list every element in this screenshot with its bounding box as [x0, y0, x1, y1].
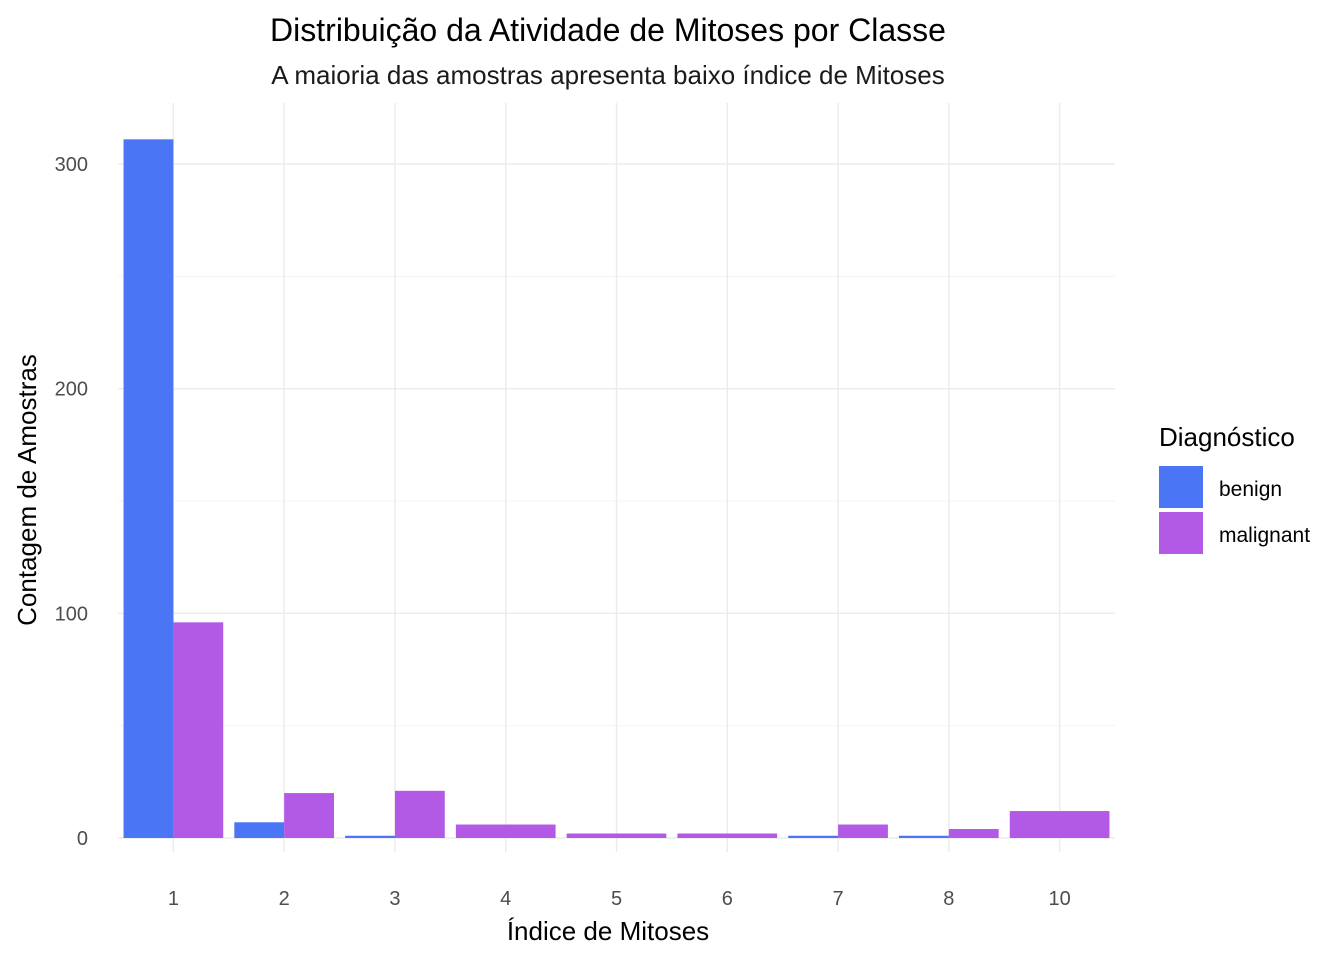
bar-5 [566, 833, 667, 838]
bar-benign-2 [234, 822, 285, 838]
bar-benign-7 [788, 835, 839, 838]
bar-malignant-2 [284, 793, 335, 838]
legend-title: Diagnóstico [1159, 422, 1295, 452]
x-axis-ticks: 1 2 3 4 5 6 7 8 10 [168, 888, 1071, 910]
y-tick-label: 300 [55, 154, 88, 176]
x-tick-label: 2 [279, 888, 290, 910]
bar-benign-3 [345, 835, 395, 838]
bar-10 [1009, 811, 1110, 838]
bar-malignant-7 [838, 824, 888, 838]
bar-malignant-3 [394, 790, 445, 838]
x-tick-label: 1 [168, 888, 179, 910]
legend-label-malignant: malignant [1219, 524, 1310, 547]
bar-malignant-1 [173, 622, 224, 838]
bar-benign-8 [898, 835, 949, 838]
y-axis-title: Contagem de Amostras [12, 354, 42, 626]
x-tick-label: 4 [500, 888, 511, 910]
chart-title: Distribuição da Atividade de Mitoses por… [270, 12, 946, 48]
x-tick-label: 3 [389, 888, 400, 910]
legend-key-malignant [1159, 512, 1203, 554]
bar-4 [455, 824, 556, 838]
grid [118, 103, 1115, 852]
x-tick-label: 10 [1048, 888, 1070, 910]
legend-key-benign [1159, 466, 1203, 508]
x-axis-title: Índice de Mitoses [507, 916, 709, 946]
y-tick-label: 100 [55, 603, 88, 625]
y-tick-label: 0 [77, 828, 88, 850]
x-tick-label: 7 [832, 888, 843, 910]
chart-subtitle: A maioria das amostras apresenta baixo í… [271, 60, 944, 90]
legend: Diagnóstico benign malignant [1159, 422, 1310, 554]
x-tick-label: 5 [611, 888, 622, 910]
y-axis-ticks: 0 100 200 300 [55, 154, 88, 850]
bar-malignant-8 [948, 829, 999, 838]
bars [123, 139, 1110, 838]
legend-label-benign: benign [1219, 478, 1282, 501]
y-tick-label: 200 [55, 379, 88, 401]
x-tick-label: 6 [722, 888, 733, 910]
x-tick-label: 8 [943, 888, 954, 910]
bar-6 [677, 833, 778, 838]
bar-benign-1 [123, 139, 174, 838]
